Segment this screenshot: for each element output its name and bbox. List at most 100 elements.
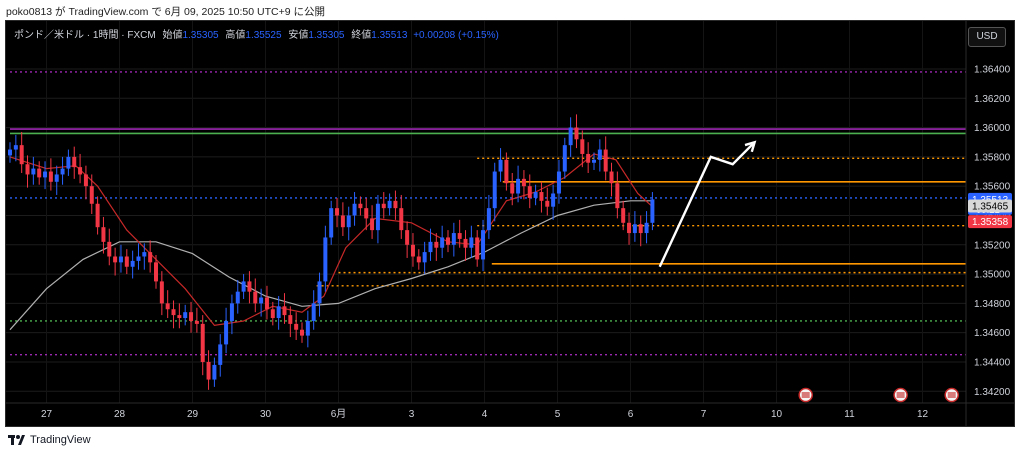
y-tick-label: 1.35600 [974, 182, 1011, 193]
candle-body [335, 208, 340, 216]
candle-body [136, 256, 141, 261]
candle-body [19, 145, 24, 165]
candle-body [440, 237, 445, 248]
candle-body [212, 364, 217, 380]
change-value: +0.00208 (+0.15%) [413, 30, 499, 41]
candle-body [457, 233, 462, 239]
tradingview-logo-icon [8, 434, 26, 446]
price-label-box [968, 215, 1012, 229]
candle-body [556, 171, 561, 194]
candle-body [387, 200, 392, 209]
candle-body [54, 174, 59, 182]
flag-icon-uk-fill [801, 392, 810, 398]
publish-info: poko0813 が TradingView.com で 6月 09, 2025… [6, 6, 325, 18]
candle-body [486, 208, 491, 231]
candle-body [329, 208, 334, 238]
candle-body [194, 320, 199, 324]
candle-body [124, 256, 129, 267]
open-label: 始値 [162, 30, 183, 41]
currency-button[interactable]: USD [968, 27, 1006, 47]
price-label-text: 1.35465 [972, 201, 1009, 212]
price-label-text: 1.35358 [972, 217, 1009, 228]
candle-body [358, 203, 363, 209]
low-value: 1.35305 [308, 30, 345, 41]
candle-body [43, 171, 48, 178]
candle-body [627, 222, 632, 234]
candle-body [469, 237, 474, 248]
candle-body [644, 222, 649, 234]
close-label: 終値 [351, 30, 372, 41]
flag-icon-uk-fill [947, 392, 956, 398]
candle-body [31, 168, 36, 175]
candle-body [510, 183, 515, 194]
candle-body [475, 237, 480, 260]
candle-body [597, 149, 602, 160]
y-tick-label: 1.35200 [974, 240, 1011, 251]
candle-body [533, 192, 538, 198]
symbol-name: ポンド／米ドル · 1時間 · FXCM [14, 30, 156, 41]
candle-body [183, 312, 188, 319]
x-tick-label: 3 [409, 409, 415, 420]
candle-body [323, 237, 328, 282]
candle-body [346, 215, 351, 228]
price-label-box [968, 199, 1012, 213]
candle-body [410, 244, 415, 257]
arrow-head-icon [744, 140, 757, 153]
candle-body [428, 241, 433, 253]
candle-body [551, 193, 556, 207]
candle-body [165, 303, 170, 310]
candle-body [446, 237, 450, 245]
y-tick-label: 1.36000 [974, 123, 1011, 134]
candle-body [48, 171, 53, 182]
candle-body [603, 149, 608, 172]
price-plot[interactable]: 1.36400 1.36200 1.36000 1.35800 1.35600 1.354… [6, 21, 1014, 426]
candle-body [276, 306, 281, 319]
candle-body [159, 281, 164, 304]
candle-body [37, 168, 42, 178]
candle-body [375, 203, 380, 231]
candle-body [632, 224, 637, 234]
candle-body [118, 256, 123, 263]
candle-body [516, 178, 521, 194]
candle-body [638, 224, 643, 234]
candle-body [229, 303, 234, 321]
high-label: 高値 [225, 30, 246, 41]
x-tick-label: 4 [482, 409, 488, 420]
candle-body [66, 156, 71, 169]
x-tick-label: 6 [628, 409, 634, 420]
candle-body [8, 149, 12, 156]
x-tick-label: 28 [114, 409, 126, 420]
candle-body [305, 320, 310, 336]
x-tick-label: 10 [771, 409, 783, 420]
candle-body [130, 260, 135, 267]
y-tick-label: 1.36200 [974, 94, 1011, 105]
flag-icon-us-fill [896, 392, 905, 398]
candle-body [416, 256, 421, 263]
candle-body [60, 168, 65, 175]
ma-slow-line [9, 200, 653, 331]
candle-body [89, 186, 94, 204]
y-tick-label: 1.35800 [974, 152, 1011, 163]
candle-body [609, 171, 614, 184]
candle-body [481, 230, 486, 260]
candle-body [580, 139, 585, 154]
candle-body [422, 252, 427, 263]
candle-body [539, 192, 544, 201]
candle-body [317, 281, 322, 304]
candle-body [586, 153, 591, 163]
candle-body [340, 215, 345, 228]
candle-body [282, 306, 287, 316]
x-tick-label: 27 [41, 409, 53, 420]
candle-body [264, 297, 269, 310]
candle-body [253, 291, 258, 304]
candle-body [311, 303, 316, 321]
candle-body [650, 199, 655, 223]
candle-body [241, 281, 246, 292]
candle-body [154, 262, 158, 282]
candle-body [83, 174, 88, 187]
candle-body [615, 183, 620, 209]
candle-body [171, 309, 176, 316]
y-tick-label: 1.34600 [974, 328, 1011, 339]
chart-panel[interactable]: ポンド／米ドル · 1時間 · FXCM 始値1.35305 高値1.35525… [5, 20, 1015, 427]
ma-fast-line [9, 153, 653, 327]
